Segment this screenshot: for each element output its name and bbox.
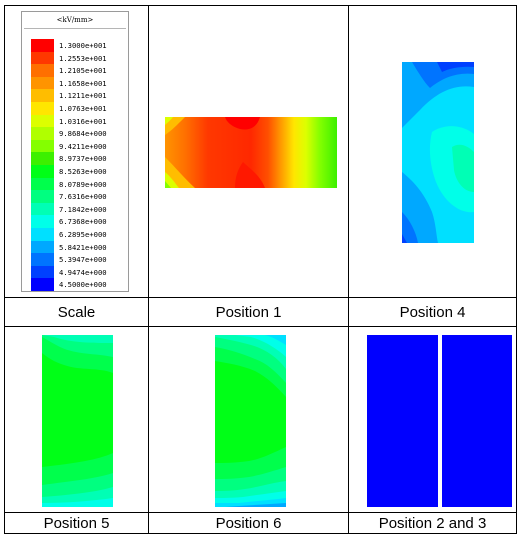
caption-position-2-and-3: Position 2 and 3 xyxy=(378,514,487,532)
legend-value: 1.1658e+001 xyxy=(59,78,107,88)
legend-divider xyxy=(24,28,126,29)
plot-position-3 xyxy=(442,335,512,507)
caption-position-6: Position 6 xyxy=(215,514,282,532)
legend-value: 7.6316e+000 xyxy=(59,192,107,202)
legend-value: 8.0789e+000 xyxy=(59,179,107,189)
legend-swatch xyxy=(31,177,54,191)
grid-line-row1 xyxy=(4,297,516,298)
legend-swatch xyxy=(31,51,54,65)
legend-value: 8.9737e+000 xyxy=(59,154,107,164)
legend-value: 6.2895e+000 xyxy=(59,230,107,239)
legend-swatch xyxy=(31,89,54,102)
legend-swatch xyxy=(31,240,54,254)
legend-value: 1.1211e+001 xyxy=(59,91,107,101)
legend-value: 1.2105e+001 xyxy=(59,66,107,76)
grid-line-top xyxy=(4,5,516,6)
grid-line-col2 xyxy=(348,5,349,534)
legend-value: 6.7368e+000 xyxy=(59,217,107,227)
legend-value: 1.0316e+001 xyxy=(59,116,107,126)
legend-value: 5.8421e+000 xyxy=(59,242,107,252)
grid-line-right xyxy=(516,5,517,534)
grid-line-col1 xyxy=(148,5,149,534)
legend-swatch xyxy=(31,202,54,216)
legend-swatch xyxy=(31,64,54,77)
plot-position-1 xyxy=(165,117,337,188)
legend-swatch xyxy=(31,265,54,279)
legend-value: 4.9474e+000 xyxy=(59,267,107,277)
plot-position-4 xyxy=(402,62,474,243)
grid-line-row2 xyxy=(4,326,516,327)
legend-value: 1.2553e+001 xyxy=(59,53,107,63)
legend-unit: <kV/mm> xyxy=(56,16,94,24)
caption-position-1: Position 1 xyxy=(215,303,282,321)
legend-swatch xyxy=(31,228,54,241)
legend-swatch xyxy=(31,39,54,52)
caption-scale: Scale xyxy=(57,303,96,321)
legend-value: 1.0763e+001 xyxy=(59,104,107,113)
legend-swatch xyxy=(31,165,54,178)
legend-value: 5.3947e+000 xyxy=(59,255,107,265)
legend-swatch xyxy=(31,253,54,266)
legend-value: 4.5000e+000 xyxy=(59,280,107,290)
grid-line-left xyxy=(4,5,5,534)
legend-swatch xyxy=(31,127,54,140)
legend-value: 7.1842e+000 xyxy=(59,204,107,214)
legend-swatch xyxy=(31,215,54,228)
legend-swatch xyxy=(31,278,54,291)
legend-value: 8.5263e+000 xyxy=(59,167,107,176)
legend-value: 9.4211e+000 xyxy=(59,141,107,151)
caption-position-4: Position 4 xyxy=(399,303,466,321)
legend-value: 1.3000e+001 xyxy=(59,41,107,50)
legend-swatch xyxy=(31,190,54,203)
plot-position-6 xyxy=(215,335,286,507)
legend-swatch xyxy=(31,139,54,153)
plot-position-5 xyxy=(42,335,113,507)
plot-position-2 xyxy=(367,335,438,507)
legend-swatch xyxy=(31,102,54,115)
grid-line-row3 xyxy=(4,512,516,513)
legend-value: 9.8684e+000 xyxy=(59,129,107,139)
legend-swatch xyxy=(31,76,54,90)
legend-swatch xyxy=(31,152,54,165)
color-scale-legend: <kV/mm> 1.3000e+001 1.2553e+001 1.2105e+00… xyxy=(21,11,129,292)
legend-swatch xyxy=(31,114,54,128)
caption-position-5: Position 5 xyxy=(43,514,110,532)
